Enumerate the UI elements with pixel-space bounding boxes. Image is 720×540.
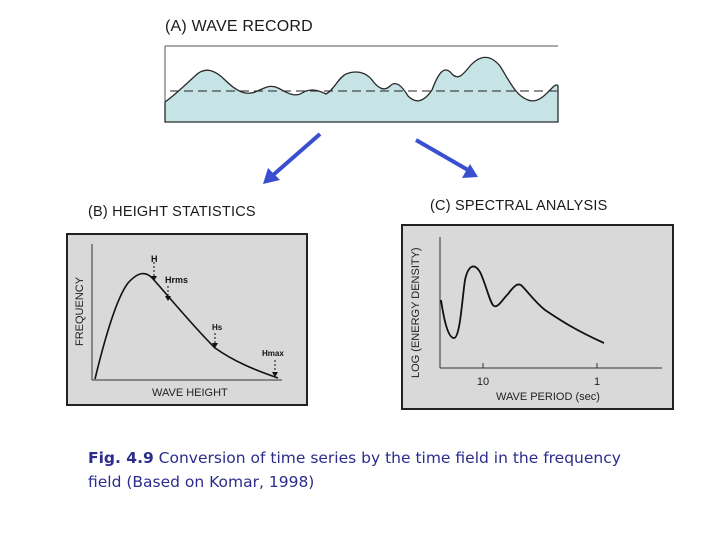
arrow-to-spectral-analysis (415, 138, 478, 178)
h-mean-marker: H (151, 254, 158, 281)
height-statistics-panel (66, 233, 308, 406)
height-statistics-title: (B) HEIGHT STATISTICS (88, 204, 256, 220)
caption-text: Conversion of time series by the time fi… (88, 449, 621, 491)
h-rms-marker: Hrms (165, 275, 188, 301)
wave-period-axis-label: WAVE PERIOD (sec) (496, 391, 600, 403)
energy-spectrum-curve (440, 265, 605, 344)
svg-text:Hrms: Hrms (165, 275, 188, 285)
energy-density-axis-label: LOG (ENERGY DENSITY) (410, 247, 422, 378)
h-s-marker: Hs (212, 323, 223, 348)
figure-number: Fig. 4.9 (88, 449, 154, 467)
svg-text:Hmax: Hmax (262, 349, 284, 358)
svg-text:Hs: Hs (212, 323, 223, 332)
svg-text:H: H (151, 254, 158, 264)
arrow-to-height-statistics (263, 132, 322, 184)
spectral-analysis-panel (401, 224, 674, 410)
tick-label-10: 10 (477, 376, 489, 388)
figure-caption: Fig. 4.9 Conversion of time series by th… (88, 446, 648, 494)
tick-label-1: 1 (594, 376, 600, 388)
wave-record-title: (A) WAVE RECORD (165, 18, 313, 35)
wave-height-axis-label: WAVE HEIGHT (152, 387, 228, 399)
wave-surface (164, 56, 559, 123)
spectral-analysis-title: (C) SPECTRAL ANALYSIS (430, 198, 608, 214)
h-max-marker: Hmax (262, 349, 284, 377)
